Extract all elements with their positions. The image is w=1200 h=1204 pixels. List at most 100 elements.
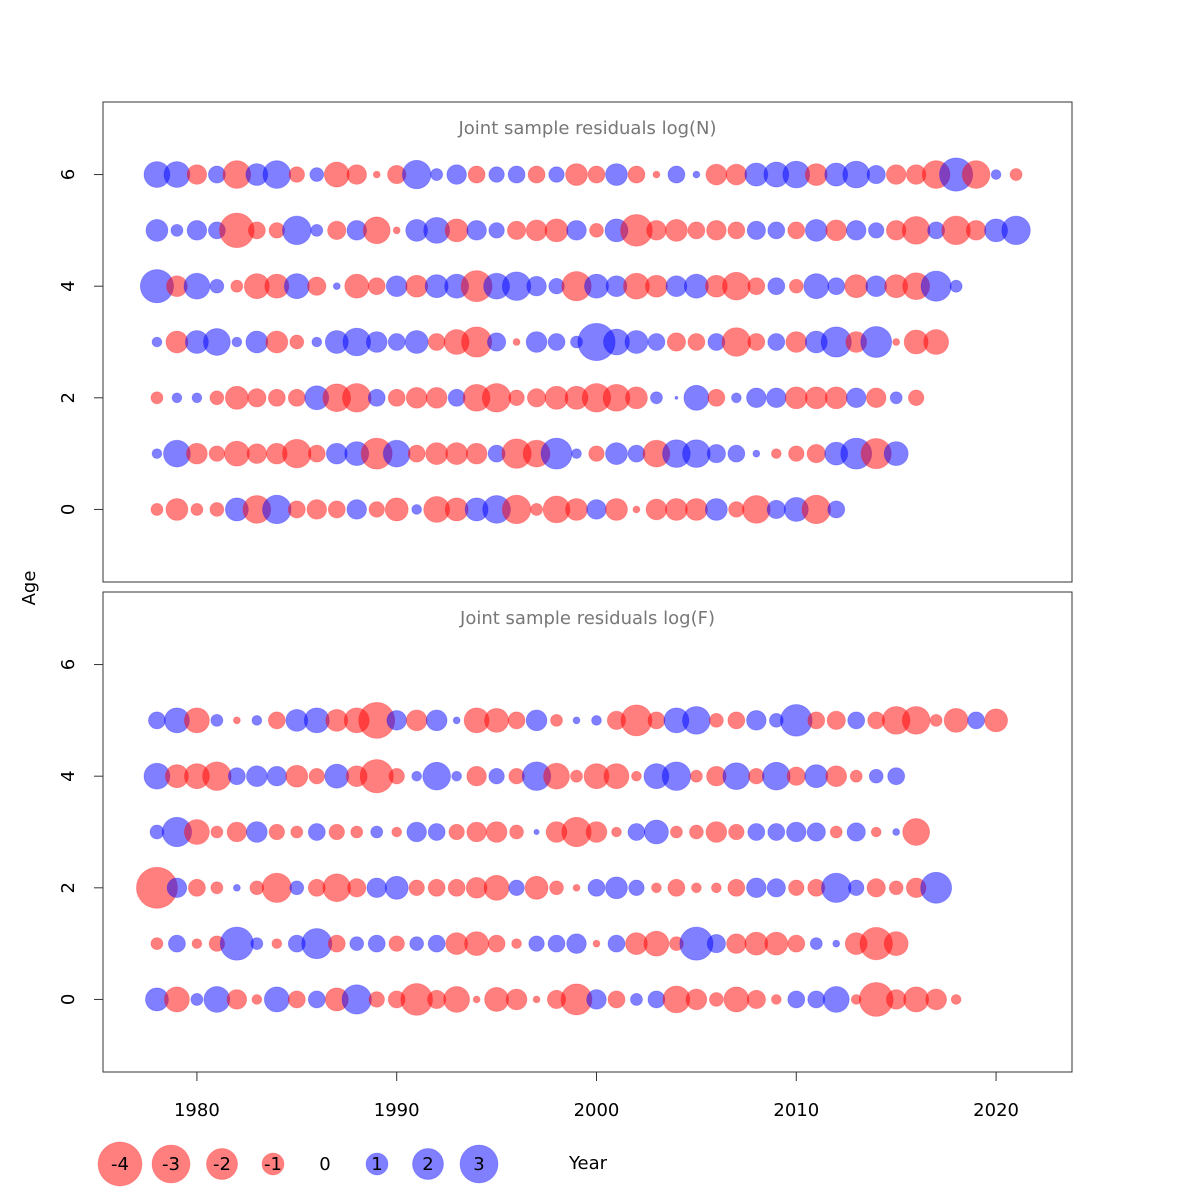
residual-bubble: [647, 990, 666, 1009]
residual-bubble: [722, 762, 751, 791]
residual-bubble: [359, 759, 394, 794]
residual-bubble: [632, 505, 641, 514]
residual-bubble: [543, 762, 570, 790]
residual-bubble: [603, 763, 630, 790]
residual-bubble: [901, 216, 931, 245]
residual-bubble: [422, 761, 451, 791]
bubbles: [136, 701, 1008, 1017]
residual-bubble: [307, 823, 326, 841]
residual-bubble: [787, 221, 806, 240]
residual-bubble: [711, 882, 722, 894]
residual-bubble: [246, 765, 268, 788]
residual-bubble: [186, 164, 208, 185]
y-tick-label: 6: [58, 659, 79, 670]
residual-bubble: [767, 221, 786, 240]
residual-bubble: [448, 823, 465, 841]
residual-bubble: [285, 764, 309, 788]
residual-bubble: [530, 503, 543, 516]
residual-bubble: [683, 384, 710, 411]
residual-bubble: [667, 878, 686, 897]
residual-bubble: [1001, 215, 1031, 246]
residual-bubble: [327, 500, 346, 519]
residual-bubble: [190, 993, 204, 1006]
panels-layer: Joint sample residuals log(N) Joint sampl…: [102, 101, 1073, 1073]
residual-bubble: [151, 336, 163, 348]
residual-bubble: [722, 271, 751, 301]
residual-bubble: [509, 824, 524, 840]
residual-bubble: [961, 160, 991, 189]
residual-bubble: [746, 710, 767, 731]
residual-bubble: [526, 275, 547, 297]
residual-bubble: [262, 160, 292, 189]
residual-bubble: [224, 385, 249, 410]
residual-bubble: [165, 330, 189, 354]
residual-bubble: [230, 279, 244, 293]
residual-bubble: [250, 937, 264, 951]
residual-bubble: [866, 878, 886, 898]
residual-bubble: [287, 990, 306, 1009]
residual-bubble: [709, 992, 724, 1007]
residual-bubble: [807, 711, 826, 730]
residual-bubble: [544, 385, 569, 410]
legend-label: -1: [264, 1154, 282, 1175]
residual-bubble: [746, 220, 766, 240]
residual-bubble: [682, 706, 711, 735]
residual-bubble: [691, 882, 702, 894]
residual-bubble: [170, 223, 184, 237]
residual-bubble: [605, 876, 628, 900]
residual-bubble: [785, 331, 808, 353]
residual-bubble: [267, 388, 286, 407]
residual-bubble: [150, 391, 164, 405]
residual-bubble: [488, 768, 505, 785]
residual-bubble: [367, 388, 386, 407]
residual-bubble: [883, 931, 909, 957]
residual-bubble: [586, 989, 607, 1010]
residual-bubble: [183, 819, 210, 845]
residual-bubble: [346, 164, 367, 185]
residual-bubble: [731, 392, 742, 404]
residual-bubble: [231, 336, 243, 348]
residual-bubble: [727, 878, 746, 897]
residual-bubble: [322, 873, 352, 903]
residual-bubble: [528, 935, 545, 952]
residual-bubble: [624, 330, 649, 354]
residual-bubble: [860, 326, 893, 358]
residual-bubble: [427, 934, 446, 953]
residual-bubble: [585, 821, 608, 843]
residual-bubble: [565, 498, 588, 521]
residual-bubble: [507, 165, 526, 184]
residual-bubble: [620, 704, 653, 737]
residual-bubble: [885, 989, 907, 1010]
residual-bubble: [427, 823, 446, 841]
residual-bubble: [209, 278, 225, 294]
residual-bubble: [786, 766, 806, 786]
residual-bubble: [202, 761, 232, 791]
residual-bubble: [628, 879, 645, 896]
residual-bubble: [533, 828, 540, 836]
residual-bubble: [787, 934, 806, 953]
panel-title: Joint sample residuals log(N): [457, 118, 716, 139]
residual-bubble: [505, 988, 528, 1011]
residual-bubble: [525, 331, 548, 353]
residual-bubble: [566, 220, 587, 241]
residual-bubble: [692, 170, 701, 179]
residual-bubble: [186, 220, 208, 241]
residual-bubble: [365, 331, 388, 353]
residual-bubble: [306, 499, 327, 520]
residual-bubble: [267, 711, 286, 730]
residual-bubble: [544, 218, 569, 243]
residual-bubble: [674, 395, 679, 400]
residual-bubble: [370, 825, 384, 839]
residual-bubble: [288, 166, 305, 183]
panel-title: Joint sample residuals log(F): [459, 608, 715, 629]
residual-bubble: [323, 161, 350, 188]
residual-bubble: [405, 274, 429, 298]
residual-bubble: [466, 220, 487, 241]
residual-bubble: [232, 883, 241, 892]
residual-bubble: [466, 765, 487, 787]
residual-bubble: [246, 443, 268, 464]
residual-bubble: [821, 872, 852, 903]
residual-bubble: [183, 707, 210, 734]
residual-bubble: [764, 931, 789, 956]
